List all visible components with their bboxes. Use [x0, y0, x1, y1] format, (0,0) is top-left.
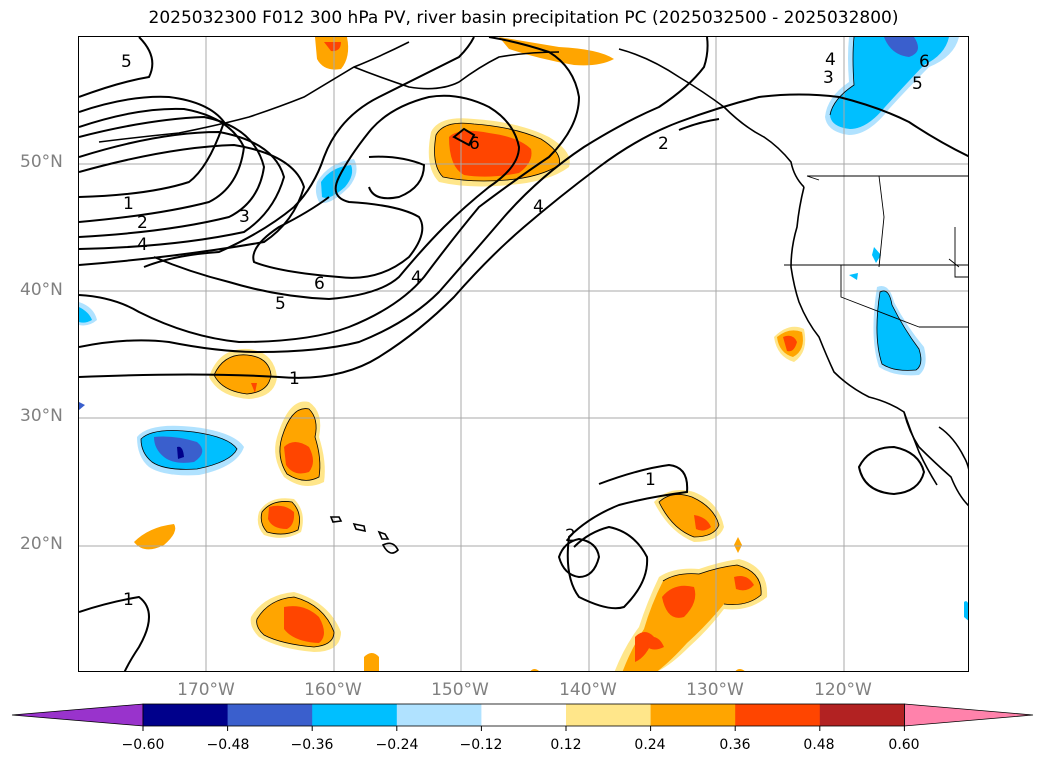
- lat-label-40n: 40°N: [20, 280, 63, 300]
- colorbar-segment: [481, 704, 567, 726]
- map-panel: 5 4 3 6 2 1 2 4 3 5 6 4 1 6 5 4 3 2 1 2 …: [78, 36, 969, 672]
- lon-label-170w: 170°W: [177, 680, 235, 700]
- coastlines: [98, 41, 968, 554]
- precip-negative-shading: [79, 37, 968, 621]
- colorbar-segment: [312, 704, 398, 726]
- figure-title: 2025032300 F012 300 hPa PV, river basin …: [148, 8, 899, 28]
- colorbar-ticks: [142, 726, 905, 731]
- precip-positive-shading: [134, 37, 806, 671]
- contour-labels: 5 4 3 6 2 1 2 4 3 5 6 4 1 6 5 4 3 2 1 2 …: [121, 50, 930, 610]
- lat-label-20n: 20°N: [20, 534, 63, 554]
- colorbar-segment: [650, 704, 736, 726]
- lat-label-50n: 50°N: [20, 152, 63, 172]
- contour-label: 3: [823, 68, 834, 88]
- colorbar-tick-label: 0.12: [550, 737, 582, 753]
- lon-label-160w: 160°W: [304, 680, 362, 700]
- contour-label: 1: [289, 369, 300, 389]
- contour-label: 4: [825, 50, 836, 70]
- contour-label: 1: [645, 470, 656, 490]
- contour-label: 3: [239, 207, 250, 227]
- map-svg: 5 4 3 6 2 1 2 4 3 5 6 4 1 6 5 4 3 2 1 2 …: [79, 37, 968, 671]
- colorbar-segments: [11, 703, 1034, 727]
- contour-label: 2: [137, 213, 148, 233]
- colorbar-extend-low: [11, 703, 144, 727]
- contour-label: 4: [533, 197, 544, 217]
- colorbar-tick-label: 0.60: [888, 737, 920, 753]
- contour-label: 2: [658, 134, 669, 154]
- precip-thin-outlines: [140, 37, 922, 648]
- colorbar-segment: [735, 704, 821, 726]
- colorbar-segment: [566, 704, 652, 726]
- colorbar: [11, 703, 1034, 731]
- contour-label: 1: [123, 194, 134, 214]
- contour-label: 5: [121, 52, 132, 72]
- contour-label: 6: [469, 134, 480, 154]
- contour-label: 2: [565, 526, 576, 546]
- graticule: [79, 37, 968, 671]
- contour-label: 4: [411, 268, 422, 288]
- lat-label-30n: 30°N: [20, 406, 63, 426]
- lon-label-130w: 130°W: [686, 680, 744, 700]
- colorbar-outline: [142, 703, 905, 727]
- colorbar-segment: [396, 704, 482, 726]
- pv-contours: [79, 37, 968, 671]
- colorbar-tick-label: 0.24: [634, 737, 666, 753]
- contour-label: 5: [912, 74, 923, 94]
- lon-label-140w: 140°W: [559, 680, 617, 700]
- contour-label: 6: [919, 52, 930, 72]
- colorbar-tick-label: −0.60: [121, 737, 165, 753]
- contour-label: 1: [123, 590, 134, 610]
- colorbar-tick-label: −0.24: [375, 737, 419, 753]
- colorbar-tick-label: −0.48: [206, 737, 250, 753]
- contour-label: 5: [275, 294, 286, 314]
- lon-label-150w: 150°W: [431, 680, 489, 700]
- colorbar-segment: [819, 704, 905, 726]
- lon-label-120w: 120°W: [814, 680, 872, 700]
- colorbar-tick-label: −0.12: [459, 737, 503, 753]
- colorbar-tick-label: 0.36: [719, 737, 751, 753]
- colorbar-tick-label: −0.36: [290, 737, 334, 753]
- colorbar-tick-label: 0.48: [803, 737, 835, 753]
- colorbar-segment: [227, 704, 313, 726]
- contour-label: 6: [314, 274, 325, 294]
- colorbar-segment: [143, 704, 229, 726]
- colorbar-extend-high: [904, 703, 1034, 727]
- political-borders: [784, 175, 968, 328]
- contour-label: 4: [137, 235, 148, 255]
